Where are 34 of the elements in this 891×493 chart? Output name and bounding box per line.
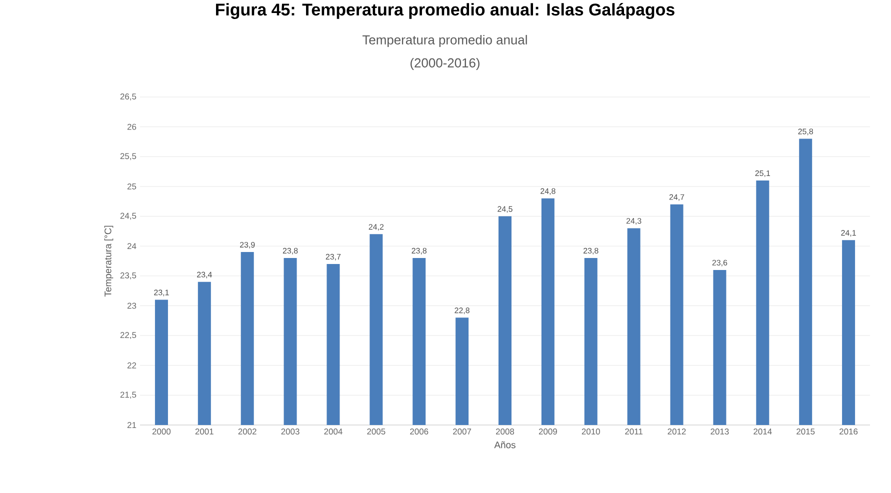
x-tick-label: 2012 xyxy=(668,428,686,435)
x-tick-label: 2015 xyxy=(796,428,815,435)
y-tick-label: 25 xyxy=(127,183,136,190)
y-tick-label: 26,5 xyxy=(120,94,136,100)
y-tick-label: 23 xyxy=(127,302,136,309)
text: Figura 45: Temperatura promedio anual: Islas Galápagos xyxy=(216,2,674,20)
x-tick-label: 2006 xyxy=(410,428,428,435)
x-tick-label: 2007 xyxy=(453,428,472,435)
x-tick-label: 2009 xyxy=(538,428,557,435)
y-tick-label: 23,5 xyxy=(120,272,136,280)
x-tick-label: 2010 xyxy=(582,428,600,435)
x-tick-label: 2014 xyxy=(754,428,772,435)
chart-title: Temperatura promedio anual xyxy=(362,34,527,48)
y-tick-label: 26 xyxy=(127,124,136,130)
x-tick-label: 2003 xyxy=(281,428,300,435)
y-tick-label: 24,5 xyxy=(120,212,136,220)
x-tick-label: 2005 xyxy=(367,428,386,435)
x-tick-label: 2002 xyxy=(238,428,256,435)
x-axis-title: Años xyxy=(494,441,516,448)
x-tick-label: 2008 xyxy=(496,428,514,435)
x-tick-label: 2011 xyxy=(625,428,643,435)
y-tick-label: 22 xyxy=(127,362,136,368)
x-tick-label: 2001 xyxy=(195,428,214,435)
y-tick-label: 21 xyxy=(127,422,136,428)
y-tick-label: 24 xyxy=(127,243,136,250)
y-tick-label: 21,5 xyxy=(120,392,136,399)
x-tick-label: 2004 xyxy=(324,428,342,435)
y-tick-label: 22,5 xyxy=(120,332,136,340)
x-tick-label: 2013 xyxy=(710,428,729,435)
x-tick-label: 2016 xyxy=(840,428,858,435)
y-axis-title: Temperatura [°C] xyxy=(104,226,114,297)
y-tick-label: 25,5 xyxy=(120,153,136,160)
chart-subtitle: (2000-2016) xyxy=(410,58,480,70)
x-tick-label: 2000 xyxy=(152,428,171,435)
